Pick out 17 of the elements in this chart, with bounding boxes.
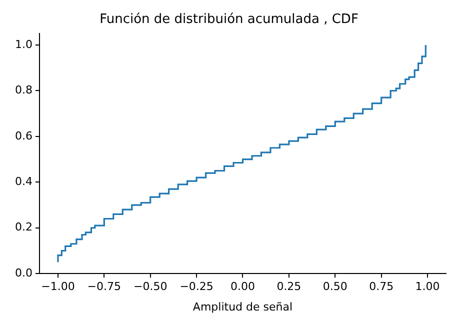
x-tick-label: 1.00 [415, 280, 440, 294]
x-tick-label: 0.25 [276, 280, 302, 294]
x-tick-label: 0.50 [322, 280, 348, 294]
x-tick-label: −1.00 [41, 280, 75, 294]
x-axis-title: Amplitud de señal [192, 300, 293, 314]
x-tick-label: 0.75 [369, 280, 394, 294]
y-tick-label: 0.2 [14, 220, 32, 234]
y-tick-label: 0.8 [14, 84, 32, 97]
y-tick-label: 1.0 [14, 38, 32, 51]
y-tick-label: 0.4 [14, 175, 32, 188]
y-tick-label: 0.0 [14, 266, 32, 280]
x-tick-label: −0.50 [134, 280, 168, 294]
y-tick-label: 0.6 [14, 129, 32, 142]
x-tick-label: 0.00 [230, 280, 255, 294]
x-tick-label: −0.75 [87, 280, 122, 294]
chart-title: Función de distribuión acumulada , CDF [100, 12, 358, 28]
x-tick-label: −0.25 [180, 280, 214, 294]
